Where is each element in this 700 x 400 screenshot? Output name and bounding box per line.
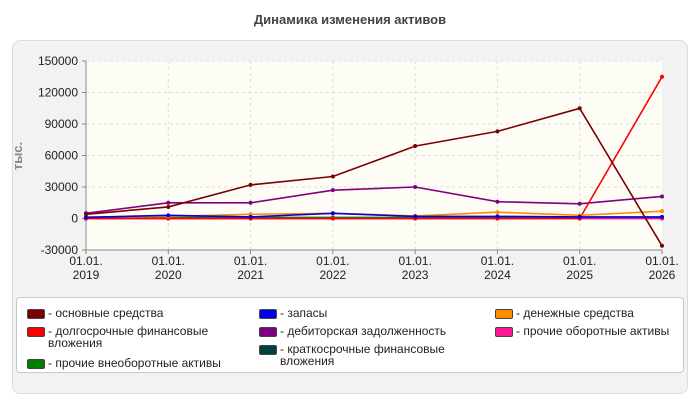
data-point [495, 199, 500, 204]
legend-label: - денежные средства [516, 306, 634, 320]
data-point [166, 204, 171, 209]
data-point [495, 214, 500, 219]
y-tick-label: 150000 [38, 54, 78, 68]
data-point [248, 214, 253, 219]
data-point [330, 174, 335, 179]
data-point [577, 201, 582, 206]
legend-label: - запасы [280, 306, 328, 320]
legend-label: - краткосрочные финансовые вложения [280, 342, 445, 368]
data-point [84, 215, 88, 220]
legend-swatch [495, 327, 513, 337]
x-tick-label: 01.01. 2026 [645, 254, 678, 282]
legend-item: - запасы [259, 307, 487, 319]
x-tick-label: 01.01. 2021 [234, 254, 267, 282]
data-point [495, 129, 500, 134]
legend-item: - прочие оборотные активы [495, 325, 681, 337]
x-tick-label: 01.01. 2025 [563, 254, 596, 282]
legend-item: - дебиторская задолженность [259, 325, 487, 337]
legend-swatch [259, 309, 277, 319]
x-tick-label: 01.01. 2022 [316, 254, 349, 282]
chart-title: Динамика изменения активов [253, 12, 447, 27]
series [84, 74, 664, 248]
data-point [577, 214, 582, 219]
legend-item: - основные средства [27, 307, 249, 319]
x-tick-label: 01.01. 2020 [152, 254, 185, 282]
data-point [84, 212, 88, 217]
data-point [495, 210, 500, 215]
y-tick-label: 60000 [45, 149, 79, 163]
series-line [85, 107, 663, 247]
data-point [413, 144, 418, 149]
y-tick-label: 90000 [45, 117, 79, 131]
legend-swatch [495, 309, 513, 319]
data-point [330, 216, 335, 221]
axes: 1500001200009000060000300000-3000001.01.… [38, 54, 679, 282]
legend-label: - прочие оборотные активы [516, 324, 670, 338]
legend-swatch [259, 327, 277, 337]
series-line [86, 76, 663, 220]
data-point [166, 213, 171, 218]
legend-item: - прочие внеоборотные активы [27, 357, 249, 369]
data-point [577, 106, 582, 111]
legend-label: - прочие внеоборотные активы [48, 356, 221, 370]
legend-swatch [27, 327, 45, 337]
legend-item: - краткосрочные финансовые вложения [259, 343, 487, 367]
series-line [85, 212, 662, 219]
y-tick-label: 120000 [38, 86, 78, 100]
legend-item: - долгосрочные финансовые вложения [27, 325, 249, 349]
y-axis-label: тыс. [10, 142, 25, 170]
legend-label: - долгосрочные финансовые вложения [48, 324, 209, 350]
data-point [660, 74, 664, 79]
data-point [413, 185, 418, 189]
legend-item: - денежные средства [495, 307, 681, 319]
data-point [660, 194, 664, 199]
data-point [248, 182, 253, 187]
legend-swatch [27, 309, 45, 319]
legend-swatch [259, 345, 277, 355]
data-point [413, 214, 418, 219]
data-point [330, 188, 335, 193]
legend-label: - дебиторская задолженность [280, 324, 447, 338]
data-point [660, 214, 664, 219]
data-point [660, 209, 664, 214]
data-point [660, 243, 664, 248]
data-point [248, 200, 253, 205]
y-tick-label: -30000 [41, 243, 79, 257]
x-tick-label: 01.01. 2019 [69, 254, 102, 282]
legend-label: - основные средства [48, 306, 164, 320]
y-tick-label: 30000 [45, 180, 79, 194]
y-tick-label: 0 [71, 212, 78, 226]
x-tick-label: 01.01. 2023 [398, 254, 431, 282]
legend-swatch [27, 359, 45, 369]
legend: - основные средства - запасы - денежные ср… [16, 297, 684, 373]
data-point [166, 200, 171, 205]
x-tick-label: 01.01. 2024 [481, 254, 514, 282]
data-point [330, 211, 335, 216]
